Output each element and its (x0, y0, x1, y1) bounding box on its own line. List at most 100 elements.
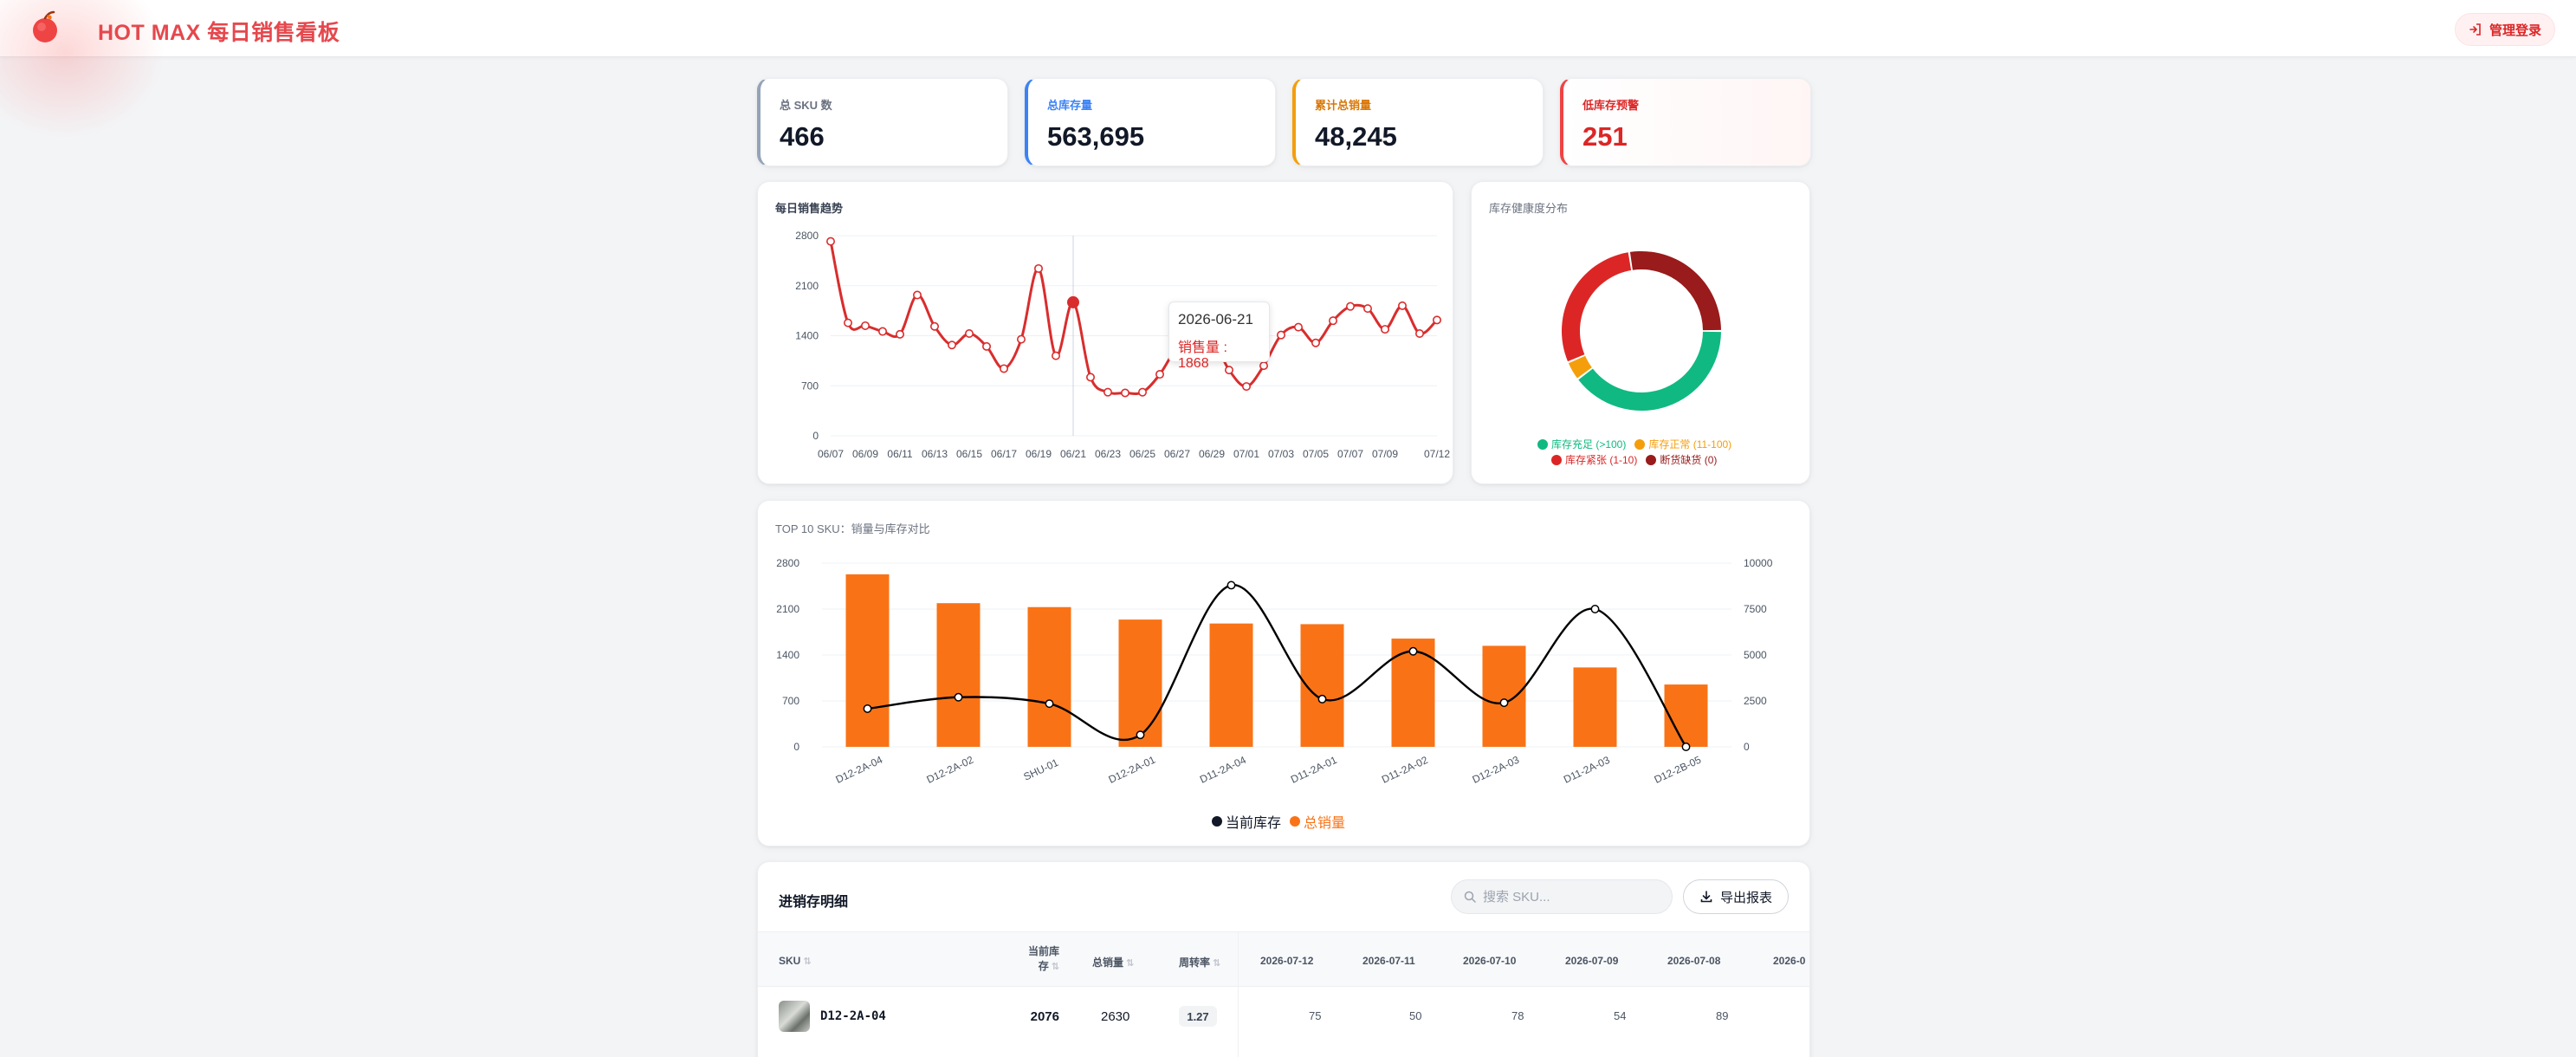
data-point (861, 321, 871, 330)
x-tick-label: D11-2A-04 (1198, 754, 1248, 786)
x-tick-label: D12-2B-05 (1653, 754, 1704, 786)
x-tick-label: 06/07 (818, 448, 844, 460)
donut-slice (1578, 331, 1721, 411)
stock-point (1136, 730, 1145, 740)
data-point (1380, 325, 1389, 334)
legend-row: 库存紧张 (1-10) 断货缺货 (0) (1551, 452, 1717, 467)
column-header-label: 总销量 (1092, 956, 1124, 969)
column-header-sku[interactable]: SKU ⇅ (779, 955, 812, 967)
data-point (1120, 388, 1129, 398)
cell-sku: D12-2A-04 (820, 1009, 886, 1023)
legend-row: 库存充足 (>100) 库存正常 (11-100) (1537, 437, 1731, 451)
inventory-health-card: 库存健康度分布 库存充足 (>100) 库存正常 (11-100) 库存紧张 (1-… (1471, 181, 1810, 484)
x-tick-label: 07/01 (1233, 448, 1259, 460)
column-divider (1238, 931, 1239, 1057)
x-tick-label: D11-2A-01 (1289, 754, 1339, 786)
data-point (1432, 315, 1441, 325)
chart-tooltip: 2026-06-21 销售量 : 1868 (1168, 302, 1270, 371)
legend-item[interactable]: 当前库存 (1212, 811, 1281, 832)
x-tick-label: 06/23 (1095, 448, 1121, 460)
column-header-date: 2026-07-12 (1260, 955, 1314, 967)
search-box[interactable] (1451, 879, 1673, 914)
data-point (1224, 366, 1233, 375)
y-tick-label: 0 (812, 430, 819, 442)
stock-point (954, 692, 963, 702)
legend-label: 总销量 (1304, 816, 1346, 831)
product-thumbnail (779, 1001, 810, 1032)
column-header-turnover[interactable]: 周转率 ⇅ (1179, 955, 1220, 969)
data-point (913, 290, 922, 300)
y-tick-label: 2100 (795, 280, 819, 292)
data-point (1362, 304, 1372, 314)
x-tick-label: D12-2A-04 (834, 754, 885, 786)
y-tick-label: 2100 (776, 603, 799, 615)
data-point (1397, 301, 1407, 310)
legend-label: 库存充足 (>100) (1551, 438, 1627, 451)
legend-swatch (1634, 438, 1646, 450)
x-tick-label: 07/07 (1337, 448, 1363, 460)
stock-point (1045, 699, 1054, 709)
data-point (1103, 387, 1112, 397)
data-point (1276, 330, 1285, 340)
data-point (1033, 263, 1043, 273)
x-tick-label: SHU-01 (1022, 756, 1061, 783)
stat-value: 251 (1582, 121, 1628, 152)
x-tick-label: 07/03 (1268, 448, 1294, 460)
stock-point (863, 704, 872, 713)
bar (1482, 645, 1526, 747)
search-input[interactable] (1483, 889, 1647, 905)
x-tick-label: 06/11 (887, 448, 912, 460)
table-header: SKU ⇅ 当前库存 ⇅ 总销量 ⇅ 周转率 ⇅ 2026-07-12 2026-07-… (758, 931, 1809, 987)
table-row[interactable]: D12-2A-04 2076 2630 1.27 75 50 78 54 89 (758, 987, 1809, 1047)
x-tick-label: D12-2A-03 (1471, 754, 1522, 786)
login-icon (2469, 23, 2481, 36)
sort-icon: ⇅ (803, 956, 812, 967)
stock-line (867, 584, 1687, 748)
inventory-table-card: 进销存明细 导出报表 SKU⇅ 当前库存⇅ 总销量⇅ 周转率⇅ 2026-07-… (757, 861, 1810, 1057)
data-point (965, 329, 974, 339)
x-tick-label: 06/25 (1129, 448, 1155, 460)
chart-title: 库存健康度分布 (1489, 202, 1569, 215)
column-header-stock[interactable]: 当前库存 ⇅ (1006, 944, 1059, 975)
stat-card-total-stock: 总库存量 563,695 (1025, 78, 1276, 166)
sort-icon: ⇅ (1051, 962, 1059, 972)
x-tick-label: 07/12 (1424, 448, 1450, 460)
data-point (1328, 316, 1337, 326)
cell-day: 89 (1716, 1009, 1729, 1022)
admin-login-button[interactable]: 管理登录 (2455, 13, 2555, 46)
bar (845, 574, 890, 747)
legend-swatch (1537, 438, 1548, 450)
legend-item[interactable]: 库存紧张 (1-10) (1551, 452, 1637, 467)
x-tick-label: D11-2A-02 (1380, 754, 1430, 786)
legend-swatch (1290, 816, 1301, 827)
legend-item[interactable]: 总销量 (1290, 811, 1345, 832)
column-header-sales[interactable]: 总销量 ⇅ (1092, 955, 1134, 969)
bar (936, 603, 981, 747)
donut-chart[interactable] (1472, 182, 1811, 485)
top10-sku-card: TOP 10 SKU：销量与库存对比 0 700 1400 2100 2800 0 2500… (757, 500, 1810, 846)
export-report-button[interactable]: 导出报表 (1683, 879, 1789, 914)
cell-day: 54 (1614, 1009, 1627, 1022)
cell-day: 75 (1309, 1009, 1322, 1022)
y2-tick-label: 5000 (1744, 649, 1767, 661)
tooltip-value-label: 销售量 (1178, 340, 1220, 355)
legend-item[interactable]: 断货缺货 (0) (1646, 452, 1717, 467)
bar (1209, 623, 1253, 747)
data-point (948, 340, 957, 350)
y-tick-label: 700 (801, 379, 819, 392)
x-tick-label: D11-2A-03 (1562, 754, 1612, 786)
legend-label: 断货缺货 (0) (1660, 454, 1718, 466)
chart-title: TOP 10 SKU：销量与库存对比 (775, 522, 930, 535)
export-report-label: 导出报表 (1719, 890, 1772, 905)
stat-label: 总库存量 (1047, 99, 1093, 112)
data-point (999, 364, 1008, 373)
y-tick-label: 0 (793, 741, 799, 753)
bar (1118, 619, 1162, 747)
y-tick-label: 700 (782, 695, 799, 707)
trend-chart[interactable]: 0 700 1400 2100 2800 06/07 06/09 06/11 06/13 06/1… (758, 182, 1454, 485)
top10-chart[interactable]: 0 700 1400 2100 2800 0 2500 5000 7500 10000 D12-2A… (758, 501, 1811, 847)
column-header-date: 2026-07-11 (1362, 955, 1415, 967)
legend-item[interactable]: 库存正常 (11-100) (1634, 437, 1731, 451)
column-header-date: 2026-07-09 (1565, 955, 1619, 967)
legend-item[interactable]: 库存充足 (>100) (1537, 437, 1626, 451)
